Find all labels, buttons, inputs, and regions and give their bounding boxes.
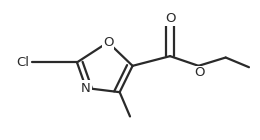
Text: O: O <box>165 12 175 25</box>
Text: O: O <box>194 66 205 79</box>
Text: N: N <box>81 81 91 94</box>
Text: Cl: Cl <box>16 56 29 69</box>
Text: O: O <box>103 36 113 49</box>
